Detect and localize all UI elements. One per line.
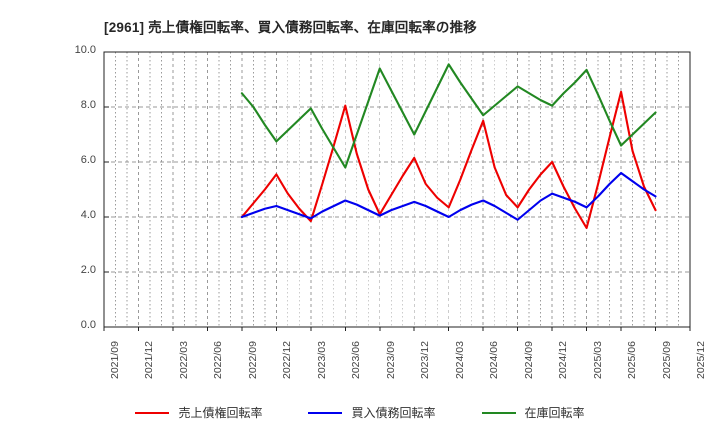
x-tick-label: 2024/03 xyxy=(453,341,466,379)
legend-line-swatch xyxy=(308,411,343,414)
y-tick-label: 10.0 xyxy=(74,44,96,56)
x-tick-label: 2025/09 xyxy=(660,341,673,379)
series-line-1 xyxy=(240,90,657,230)
y-tick-label: 2.0 xyxy=(80,264,96,276)
x-tick-label: 2024/06 xyxy=(488,341,501,379)
axis-frame xyxy=(103,51,691,331)
axis-frame-rect xyxy=(103,51,691,328)
legend-entry[interactable]: 買入債務回転率 xyxy=(308,404,436,421)
y-tick-label: 4.0 xyxy=(80,209,96,221)
data-series-layer xyxy=(240,63,657,230)
chart-title: [2961] 売上債権回転率、買入債務回転率、在庫回転率の推移 xyxy=(104,20,477,35)
chart-legend: 売上債権回転率 買入債務回転率 在庫回転率 xyxy=(0,404,720,421)
x-tick-label: 2025/06 xyxy=(626,341,639,379)
x-tick-label: 2024/12 xyxy=(557,341,570,379)
x-tick-label: 2023/12 xyxy=(419,341,432,379)
x-tick-label: 2025/03 xyxy=(591,341,604,379)
x-tick-label: 2022/06 xyxy=(212,341,225,379)
y-tick-label: 6.0 xyxy=(80,154,96,166)
legend-line-swatch xyxy=(481,411,516,414)
x-tick-label: 2024/09 xyxy=(522,341,535,379)
series-line-2 xyxy=(240,171,657,221)
series-line-3 xyxy=(240,63,657,169)
x-tick-label: 2023/09 xyxy=(384,341,397,379)
legend-line-swatch xyxy=(135,411,170,414)
x-tick-label: 2023/06 xyxy=(350,341,363,379)
legend-entry[interactable]: 在庫回転率 xyxy=(481,404,585,421)
legend-label: 在庫回転率 xyxy=(524,406,585,420)
y-tick-label: 8.0 xyxy=(80,99,96,111)
x-tick-label: 2021/12 xyxy=(143,341,156,379)
x-tick-label: 2025/12 xyxy=(695,341,707,379)
x-tick-label: 2022/03 xyxy=(177,341,190,379)
legend-entry[interactable]: 売上債権回転率 xyxy=(135,404,262,421)
x-tick-label: 2023/03 xyxy=(315,341,328,379)
x-tick-label: 2022/12 xyxy=(281,341,294,379)
y-tick-label: 0.0 xyxy=(80,319,96,331)
legend-label: 買入債務回転率 xyxy=(351,406,436,420)
x-tick-label: 2022/09 xyxy=(246,341,259,379)
gridlines xyxy=(103,51,691,327)
legend-label: 売上債権回転率 xyxy=(178,406,263,420)
x-tick-label: 2021/09 xyxy=(109,341,121,379)
